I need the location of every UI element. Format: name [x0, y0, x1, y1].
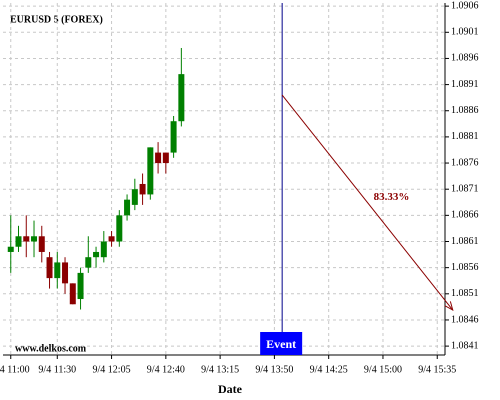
candle-body: [38, 236, 45, 252]
candle-body: [116, 215, 123, 242]
chart-title: EURUSD 5 (FOREX): [10, 14, 103, 25]
candle-body: [170, 121, 177, 153]
candle-body: [15, 236, 22, 247]
candle-body: [69, 283, 76, 305]
event-label: Event: [266, 337, 296, 351]
watermark: www.delkos.com: [15, 343, 87, 354]
candle-body: [147, 147, 154, 195]
arrow-head: [444, 301, 454, 312]
x-tick-label: 9/4 12:05: [93, 364, 131, 375]
candle-body: [7, 246, 14, 252]
event-box: [260, 332, 303, 355]
y-tick-label: 1.0886: [451, 105, 479, 116]
arrow: [281, 94, 454, 311]
candle-body: [85, 257, 92, 268]
x-tick-label: 9/4 15:35: [418, 364, 456, 375]
candle-body: [77, 272, 84, 300]
x-axis-label: Date: [218, 382, 243, 396]
x-tick-label: 9/4 13:50: [255, 364, 293, 375]
y-tick-label: 1.0871: [451, 183, 479, 194]
candle-body: [162, 152, 169, 164]
x-tick-label: 9/4 12:40: [147, 364, 185, 375]
y-tick-label: 1.0866: [451, 210, 479, 221]
candle-body: [124, 199, 131, 216]
candle-body: [93, 251, 100, 258]
candle-body: [46, 257, 53, 279]
y-tick-label: 1.0846: [451, 314, 479, 325]
x-tick-label: 9/4 11:00: [0, 364, 30, 375]
candle-body: [31, 236, 38, 242]
candle-body: [131, 189, 138, 205]
y-tick-label: 1.0861: [451, 236, 479, 247]
y-tick-label: 1.0901: [451, 27, 479, 38]
y-tick-label: 1.0876: [451, 157, 479, 168]
x-tick-label: 9/4 15:00: [364, 364, 402, 375]
x-tick-label: 9/4 14:25: [310, 364, 348, 375]
candle-body: [23, 236, 30, 242]
candle-body: [54, 262, 61, 279]
candle-body: [155, 152, 162, 164]
arrow-label: 83.33%: [374, 191, 410, 203]
candle-body: [62, 262, 69, 284]
y-tick-label: 1.0906: [451, 0, 479, 11]
candle-body: [108, 236, 115, 242]
y-tick-label: 1.0841: [451, 340, 479, 351]
y-tick-label: 1.0851: [451, 288, 479, 299]
candle-body: [139, 183, 146, 195]
candle-body: [100, 241, 107, 258]
y-tick-label: 1.0856: [451, 262, 479, 273]
y-tick-label: 1.0881: [451, 131, 479, 142]
y-tick-label: 1.0896: [451, 53, 479, 64]
candle-body: [178, 74, 185, 122]
x-tick-label: 9/4 13:15: [201, 364, 239, 375]
x-tick-label: 9/4 11:30: [38, 364, 76, 375]
y-tick-label: 1.0891: [451, 79, 479, 90]
